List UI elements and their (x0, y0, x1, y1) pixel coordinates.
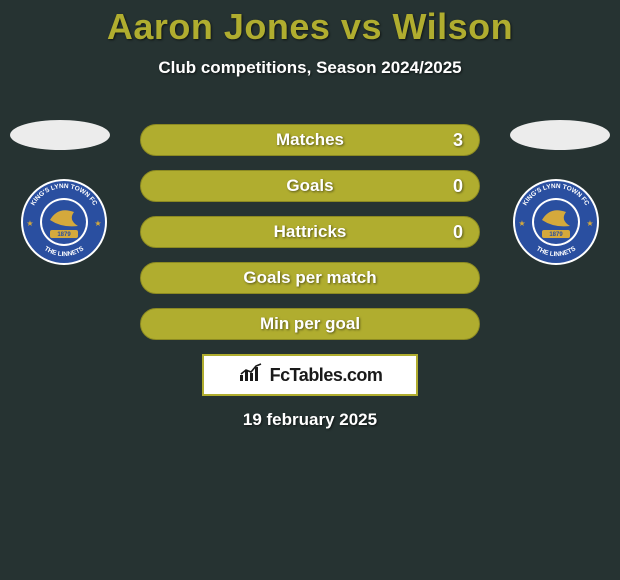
branding-box: FcTables.com (202, 354, 418, 396)
stat-row: Min per goal (140, 308, 480, 340)
stat-value-right: 0 (453, 176, 463, 197)
stat-label: Min per goal (260, 314, 360, 334)
svg-text:1879: 1879 (57, 232, 71, 238)
branding-text: FcTables.com (270, 365, 383, 386)
svg-text:1879: 1879 (549, 232, 563, 238)
stat-label: Goals per match (243, 268, 376, 288)
branding-chart-icon (238, 363, 264, 388)
club-badge-left: KING'S LYNN TOWN FC THE LINNETS 1879 ★ ★ (20, 178, 108, 266)
svg-text:★: ★ (518, 219, 525, 228)
stat-row: Goals 0 (140, 170, 480, 202)
svg-text:★: ★ (586, 219, 593, 228)
comparison-infographic: Aaron Jones vs Wilson Club competitions,… (0, 0, 620, 580)
stat-label: Goals (286, 176, 333, 196)
stat-label: Matches (276, 130, 344, 150)
stat-label: Hattricks (274, 222, 347, 242)
stat-value-right: 3 (453, 130, 463, 151)
stat-row: Hattricks 0 (140, 216, 480, 248)
player-avatar-right (510, 120, 610, 150)
svg-text:★: ★ (26, 219, 33, 228)
date-line: 19 february 2025 (0, 410, 620, 430)
player-avatar-left (10, 120, 110, 150)
club-badge-right: KING'S LYNN TOWN FC THE LINNETS 1879 ★ ★ (512, 178, 600, 266)
svg-text:★: ★ (94, 219, 101, 228)
stat-row: Matches 3 (140, 124, 480, 156)
page-subtitle: Club competitions, Season 2024/2025 (0, 58, 620, 78)
stats-area: Matches 3 Goals 0 Hattricks 0 Goals per match M… (140, 124, 480, 354)
page-title: Aaron Jones vs Wilson (0, 0, 620, 48)
stat-value-right: 0 (453, 222, 463, 243)
stat-row: Goals per match (140, 262, 480, 294)
